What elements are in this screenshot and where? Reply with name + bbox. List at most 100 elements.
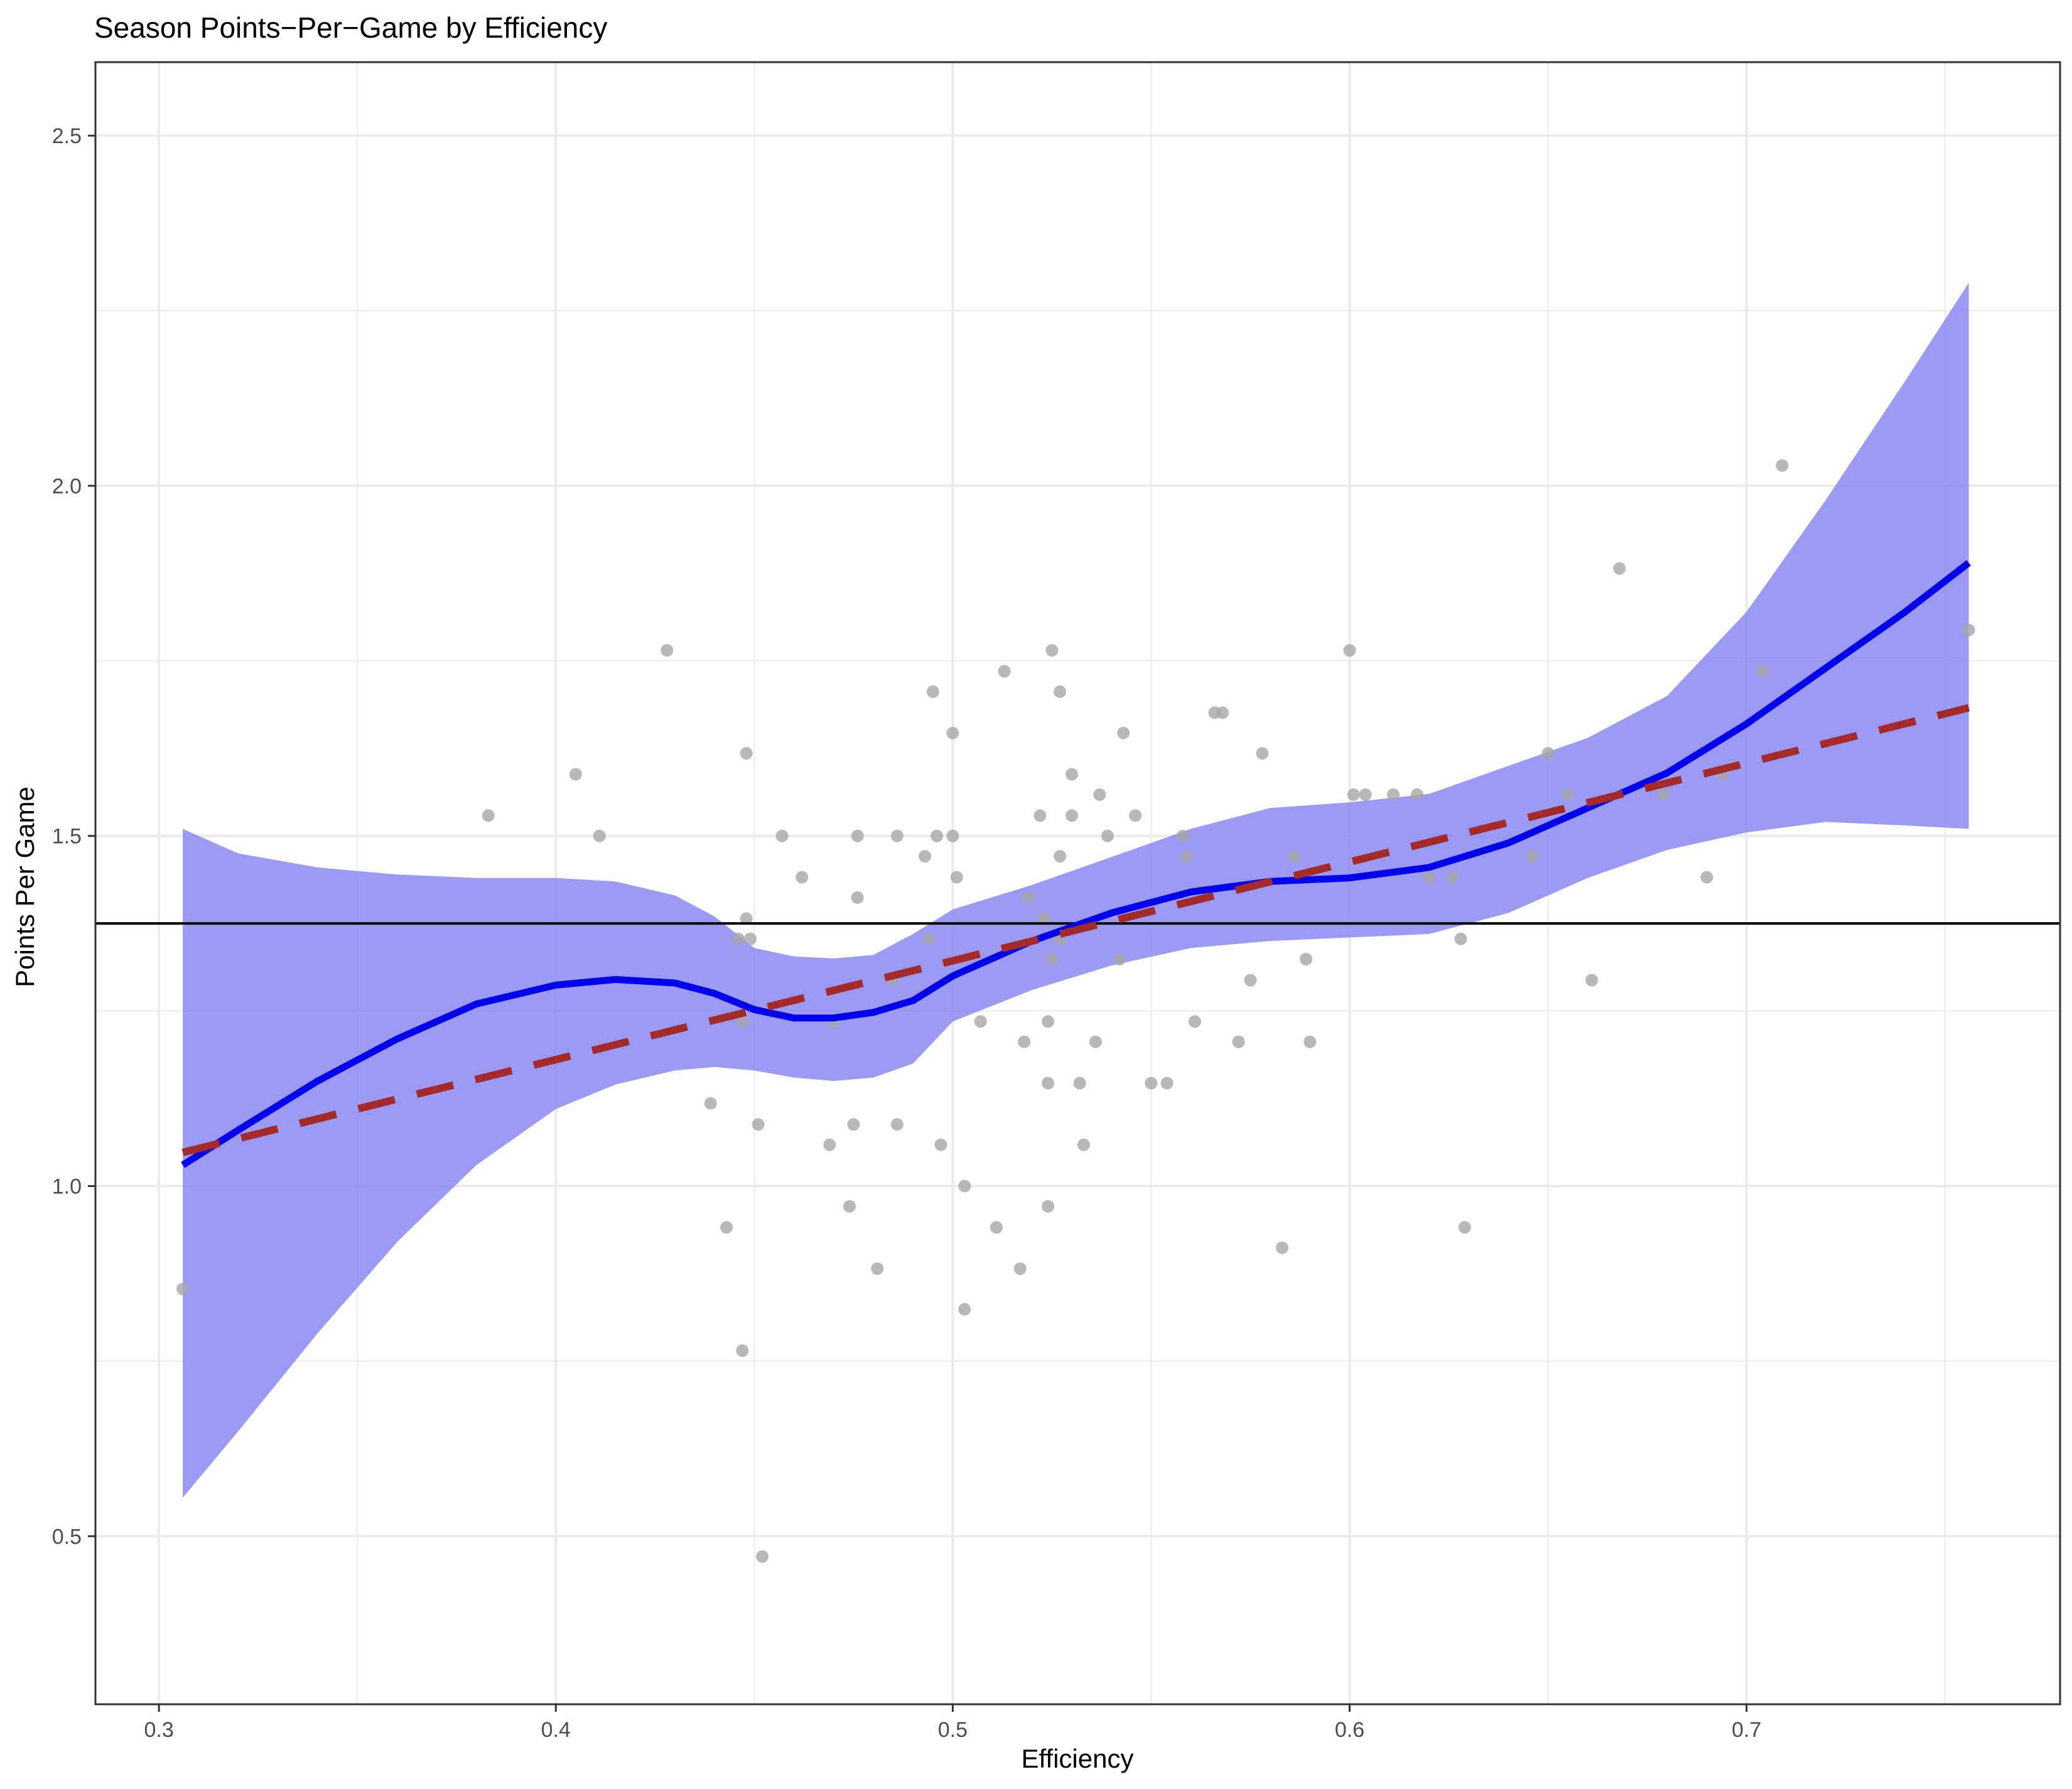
- data-point: [1411, 788, 1423, 801]
- y-tick-label: 1.5: [52, 825, 82, 849]
- data-point: [704, 1097, 717, 1110]
- data-point: [661, 644, 674, 657]
- y-tick-labels: 0.5 1.0 1.5 2.0 2.5: [52, 124, 82, 1549]
- data-point: [958, 1303, 971, 1316]
- data-point: [934, 1138, 947, 1151]
- data-point: [1073, 1077, 1086, 1090]
- data-point: [744, 932, 757, 945]
- data-point: [1756, 665, 1769, 678]
- data-point: [1037, 912, 1050, 925]
- axis-ticks: [88, 134, 1748, 1712]
- data-point: [1776, 459, 1789, 472]
- y-tick-label: 1.0: [52, 1174, 82, 1198]
- y-axis-title: Points Per Game: [10, 787, 40, 987]
- x-tick-labels: 0.3 0.4 0.5 0.6 0.7: [144, 1718, 1762, 1742]
- data-point: [1093, 788, 1106, 801]
- data-point: [1347, 788, 1360, 801]
- data-point: [974, 1015, 987, 1028]
- data-point: [1042, 1015, 1055, 1028]
- data-point: [1387, 788, 1400, 801]
- data-point: [1077, 1138, 1090, 1151]
- data-point: [1216, 706, 1229, 719]
- panel-border: [94, 61, 2061, 1706]
- data-point: [1232, 1035, 1245, 1048]
- data-point: [1177, 829, 1189, 842]
- data-point: [796, 871, 809, 884]
- chart-title: Season Points−Per−Game by Efficiency: [94, 11, 607, 44]
- data-point: [720, 1221, 733, 1234]
- data-point: [1054, 850, 1067, 863]
- data-point: [1022, 891, 1035, 904]
- x-axis-title: Efficiency: [1022, 1744, 1134, 1773]
- data-point: [851, 829, 864, 842]
- data-point: [1160, 1077, 1174, 1090]
- smooth-fit-line: [181, 560, 1971, 1168]
- data-point: [890, 1118, 904, 1131]
- data-point: [851, 891, 864, 904]
- data-point: [1454, 932, 1467, 945]
- data-point: [740, 912, 753, 925]
- confidence-band: [183, 282, 1969, 1498]
- data-point: [1458, 1221, 1471, 1234]
- data-point: [732, 932, 745, 945]
- x-tick-label: 0.7: [1732, 1718, 1761, 1742]
- data-point: [843, 1200, 856, 1213]
- data-point: [1054, 685, 1067, 698]
- data-point: [1042, 1200, 1055, 1213]
- data-point: [823, 1138, 836, 1151]
- data-point: [1422, 871, 1435, 884]
- data-point: [1656, 788, 1670, 801]
- data-point: [922, 932, 936, 945]
- data-point: [1113, 953, 1126, 965]
- data-point: [1300, 953, 1312, 965]
- data-point: [1288, 850, 1300, 863]
- data-point: [593, 829, 606, 842]
- data-point: [1101, 829, 1114, 842]
- data-point: [950, 871, 963, 884]
- data-point: [1042, 1077, 1055, 1090]
- data-point: [1089, 1035, 1102, 1048]
- data-point: [1033, 809, 1047, 822]
- data-point: [482, 809, 495, 822]
- data-point: [1541, 747, 1555, 760]
- x-tick-label: 0.3: [144, 1718, 174, 1742]
- data-point: [1189, 1015, 1201, 1028]
- data-point: [931, 829, 944, 842]
- data-point: [1045, 953, 1059, 965]
- data-point: [1613, 562, 1626, 575]
- data-point: [871, 1262, 884, 1276]
- x-tick-label: 0.5: [938, 1718, 968, 1742]
- data-point: [1145, 1077, 1158, 1090]
- data-point: [736, 1015, 749, 1028]
- data-point: [1117, 726, 1130, 739]
- data-point: [740, 747, 753, 760]
- y-tick-label: 2.0: [52, 475, 82, 498]
- data-point: [752, 1118, 765, 1131]
- data-point: [1526, 850, 1539, 863]
- data-point: [176, 1282, 190, 1296]
- data-point: [1180, 850, 1194, 863]
- data-point: [1045, 644, 1059, 657]
- y-tick-label: 0.5: [52, 1525, 82, 1549]
- data-point: [1562, 788, 1575, 801]
- data-point: [958, 1179, 971, 1193]
- data-point: [1343, 644, 1356, 657]
- data-point: [926, 685, 939, 698]
- data-point: [1256, 747, 1269, 760]
- data-point: [847, 1118, 860, 1131]
- data-point: [1962, 623, 1975, 637]
- data-point: [1585, 974, 1599, 987]
- data-point: [990, 1221, 1003, 1234]
- data-point: [1066, 809, 1078, 822]
- data-point: [1018, 1035, 1031, 1048]
- data-point: [998, 665, 1011, 678]
- data-point: [1276, 1241, 1288, 1254]
- data-point: [1359, 788, 1372, 801]
- data-point: [946, 726, 959, 739]
- data-point: [1129, 809, 1142, 822]
- data-point: [1446, 871, 1459, 884]
- y-tick-label: 2.5: [52, 124, 82, 148]
- data-point: [736, 1344, 749, 1357]
- data-point: [569, 768, 582, 781]
- x-tick-label: 0.6: [1335, 1718, 1364, 1742]
